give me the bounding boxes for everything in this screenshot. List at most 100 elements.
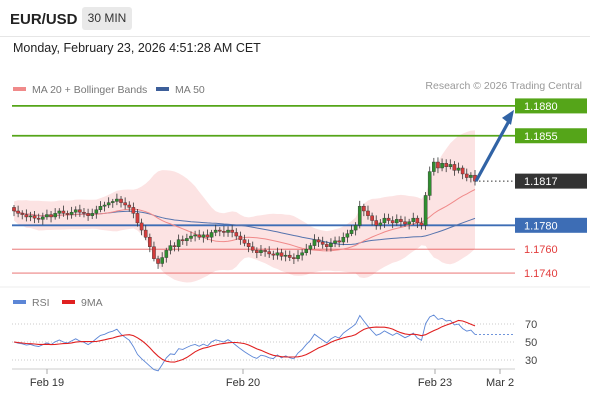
candle-body [300,252,304,256]
candle-body [102,204,107,207]
candle-body [197,234,202,238]
candle-body [345,233,350,238]
candle-body [452,164,457,171]
candle-body [271,253,276,256]
candle-body [45,214,49,218]
candle-body [115,198,119,202]
candle-body [296,254,300,259]
candle-body [28,215,33,218]
candle-body [255,250,259,253]
candle-body [287,254,292,258]
level-1-1880: 1.1880 [12,98,587,114]
candle-body [127,204,132,208]
candle-body [119,198,123,203]
candle-body [304,248,309,253]
candle-body [263,250,267,252]
legend-ma20: MA 20 + Bollinger Bands [13,80,147,98]
candle-body [246,243,251,247]
level-1-1855: 1.1855 [12,128,587,144]
x-tick-label: Feb 19 [30,377,64,389]
rsi-tick-label: 30 [525,355,537,367]
candle-body [69,211,74,215]
candle-body [456,167,461,171]
candle-body [432,161,436,172]
candle-body [436,161,440,169]
candle-body [242,239,247,244]
candle-body [160,257,164,264]
candle-body [226,229,230,233]
candle-body [123,202,127,206]
candle-body [362,205,366,212]
candle-body [382,217,387,224]
candle-body [73,209,78,213]
candle-body [279,252,284,257]
x-tick-label: Mar 2 [486,377,514,389]
x-tick-label: Feb 20 [226,377,260,389]
candle-body [82,211,86,214]
rsi-ma9-line [13,319,476,363]
candle-body [139,222,144,231]
candle-body [325,244,329,247]
symbol-label: EUR/USD [10,11,78,28]
candle-body [399,219,403,222]
candle-body [65,213,70,215]
candle-body [267,251,271,255]
candle-body [164,250,169,258]
candle-body [222,231,226,233]
candle-body [419,222,424,226]
candle-body [366,210,370,216]
price-tag [515,128,587,144]
candle-body [283,254,288,257]
price-tag-label: 1.1760 [524,244,558,256]
legend-ma50-label: MA 50 [175,84,205,96]
candle-body [394,219,399,224]
candle-body [448,164,453,168]
candle-body [292,257,296,259]
level-1-1760: 1.1760 [12,244,558,256]
candle-body [61,210,66,214]
candle-body [143,229,148,238]
bollinger-band [14,130,475,283]
candle-body [156,258,160,264]
candle-body [357,205,362,226]
candle-body [353,225,358,231]
candle-body [193,234,197,237]
candle-body [53,213,57,218]
timeframe-button[interactable]: 30 MIN [82,7,132,30]
x-tick-label: Feb 23 [418,377,452,389]
candle-body [94,209,99,214]
candle-body [168,245,173,251]
legend-ma20-swatch [13,86,26,91]
candle-body [329,243,333,247]
candle-body [189,235,193,239]
legend-ma50: MA 50 [156,80,205,98]
candle-body [275,252,280,256]
candle-body [316,239,321,243]
legend-ma50-swatch [156,86,169,91]
candle-body [378,222,383,226]
candle-body [423,195,428,226]
candle-body [230,229,234,233]
candle-body [374,220,379,226]
candle-body [110,201,115,203]
price-tag [515,217,587,233]
candle-body [201,234,206,238]
candle-body [234,232,239,237]
legend-rsi-label: RSI [32,297,50,309]
candle-body [24,214,29,218]
legend-rsi-swatch [13,299,26,304]
candle-body [205,234,210,238]
candle-body [259,250,263,253]
candle-body [411,217,416,222]
candle-body [440,163,444,169]
candle-body [135,213,140,224]
candle-body [390,220,395,224]
candle-body [78,209,82,213]
candle-body [98,205,103,210]
timestamp-label: Monday, February 23, 2026 4:51:28 AM CET [13,41,261,55]
legend-ma9-label: 9MA [81,297,103,309]
rsi-tick-label: 70 [525,319,537,331]
price-tag-label: 1.1740 [524,268,558,280]
candle-body [444,163,448,168]
